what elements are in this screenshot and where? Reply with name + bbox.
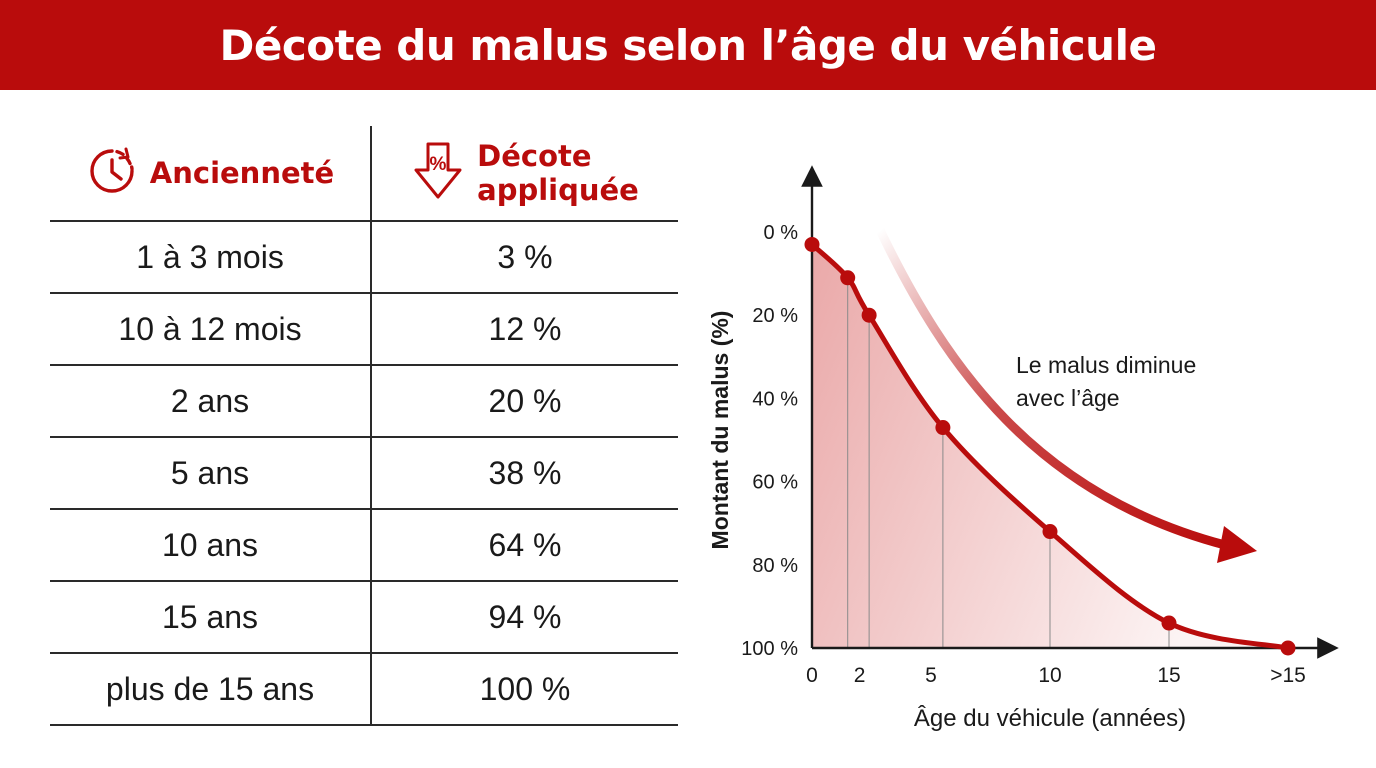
annotation-line: Le malus diminue (1016, 352, 1196, 378)
x-tick-label: 2 (854, 664, 866, 687)
age-cell: 5 ans (50, 437, 372, 510)
y-axis-title: Montant du malus (%) (707, 311, 733, 550)
header-decote-label: Décote appliquée (477, 139, 639, 207)
decote-cell: 12 % (371, 293, 678, 366)
decote-table: Ancienneté % Décote (50, 126, 678, 726)
trend-arrow-head (1217, 526, 1257, 563)
data-point (935, 420, 951, 436)
decote-table-container: Ancienneté % Décote (50, 126, 678, 726)
decote-cell: 38 % (371, 437, 678, 510)
y-tick-label: 100 % (741, 638, 798, 660)
percent-down-arrow-icon: % (411, 140, 465, 207)
y-tick-label: 20 % (752, 305, 798, 327)
x-tick-label: 10 (1038, 664, 1061, 687)
area-fill (812, 244, 1288, 648)
table-header-row: Ancienneté % Décote (50, 126, 678, 222)
age-cell: 10 ans (50, 509, 372, 582)
trend-arrow (875, 228, 1227, 550)
y-tick-label: 40 % (752, 388, 798, 410)
header-decote-line-1: Décote (477, 139, 592, 173)
age-cell: 10 à 12 mois (50, 293, 372, 366)
x-tick-label: 5 (925, 664, 937, 687)
table-row: plus de 15 ans 100 % (50, 653, 678, 726)
x-tick-label: 15 (1157, 664, 1180, 687)
header-decote-line-2: appliquée (477, 173, 639, 207)
table-row: 2 ans 20 % (50, 365, 678, 438)
page-title: Décote du malus selon l’âge du véhicule (219, 20, 1157, 70)
data-point (1042, 524, 1058, 540)
data-point (1280, 640, 1296, 656)
data-point (840, 270, 856, 286)
table-row: 1 à 3 mois 3 % (50, 221, 678, 294)
table-row: 15 ans 94 % (50, 581, 678, 654)
data-point (861, 307, 877, 323)
age-cell: 15 ans (50, 581, 372, 654)
decote-cell: 94 % (371, 581, 678, 654)
annotation-line: avec l’âge (1016, 385, 1120, 411)
decote-cell: 64 % (371, 509, 678, 582)
age-cell: plus de 15 ans (50, 653, 372, 726)
title-banner: Décote du malus selon l’âge du véhicule (0, 0, 1376, 90)
decote-cell: 3 % (371, 221, 678, 294)
x-tick-label: 0 (806, 664, 818, 687)
svg-text:%: % (430, 154, 447, 175)
header-anciennete-label: Ancienneté (150, 156, 334, 190)
table-row: 5 ans 38 % (50, 437, 678, 510)
header-decote: % Décote appliquée (371, 126, 678, 222)
malus-chart: 0 % 20 % 40 % 60 % 80 % 100 % 0 2 5 10 15 >15 Âge du… (707, 165, 1339, 732)
age-cell: 2 ans (50, 365, 372, 438)
age-cell: 1 à 3 mois (50, 221, 372, 294)
y-tick-label: 60 % (752, 472, 798, 494)
header-anciennete: Ancienneté (50, 126, 372, 222)
y-tick-label: 80 % (752, 555, 798, 577)
y-tick-label: 0 % (764, 222, 799, 244)
decote-cell: 100 % (371, 653, 678, 726)
x-tick-label: >15 (1270, 664, 1306, 687)
table-row: 10 ans 64 % (50, 509, 678, 582)
x-axis-title: Âge du véhicule (années) (914, 705, 1186, 732)
data-point (804, 236, 820, 252)
table-row: 10 à 12 mois 12 % (50, 293, 678, 366)
header-anciennete-line: Ancienneté (149, 156, 335, 190)
decote-cell: 20 % (371, 365, 678, 438)
clock-icon (86, 145, 138, 202)
data-point (1161, 615, 1177, 631)
